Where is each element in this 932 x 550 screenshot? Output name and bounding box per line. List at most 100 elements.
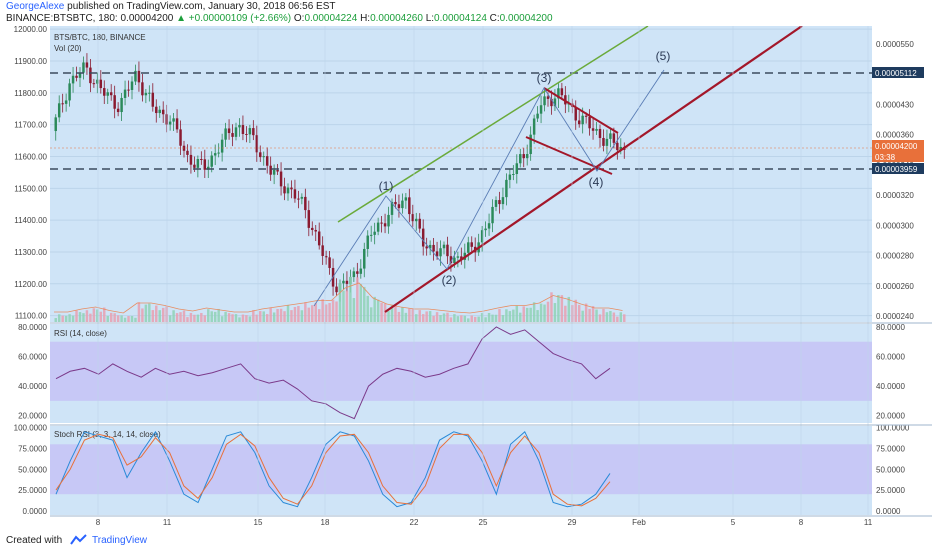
- candle-body: [449, 256, 453, 263]
- candle-body: [224, 128, 227, 140]
- right-tick-label: 0.0000360: [876, 131, 914, 140]
- candle-body: [453, 257, 456, 263]
- volume-bar: [536, 310, 539, 322]
- candle-body: [179, 129, 182, 146]
- volume-bar: [435, 312, 439, 322]
- high-label: H:: [360, 13, 371, 24]
- price-pane[interactable]: 12000.00 11900.00 11800.00 11700.00 11600.00…: [14, 26, 924, 322]
- rsi-tick-right: 60.0000: [876, 353, 905, 362]
- volume-bar: [349, 276, 352, 322]
- rsi-tick-right: 20.0000: [876, 412, 905, 421]
- candle-body: [491, 206, 494, 224]
- candle-body: [408, 197, 411, 215]
- candle-body: [553, 98, 557, 107]
- candle-body: [380, 222, 383, 224]
- volume-bar: [241, 314, 245, 322]
- candle-body: [501, 197, 505, 205]
- rsi-tick-right: 80.0000: [876, 323, 905, 332]
- volume-bar: [525, 307, 529, 322]
- volume-bar: [595, 309, 598, 322]
- volume-bar: [609, 310, 612, 322]
- candle-body: [577, 120, 581, 125]
- volume-ma-line: [54, 282, 623, 314]
- volume-bar: [421, 314, 425, 322]
- candle-body: [432, 244, 435, 252]
- volume-bar: [279, 308, 283, 322]
- candle-body: [130, 81, 134, 90]
- volume-bar: [553, 303, 557, 322]
- rsi-pane[interactable]: 80.0000 60.0000 40.0000 20.0000 80.0000 60.00…: [18, 323, 905, 423]
- candle-body: [304, 196, 307, 211]
- volume-bar: [120, 315, 123, 322]
- volume-bar: [574, 299, 577, 322]
- candle-body: [536, 113, 539, 119]
- left-tick-label: 11200.00: [14, 280, 47, 289]
- volume-bar: [213, 311, 217, 322]
- volume-bar: [82, 313, 85, 322]
- candle-body: [390, 201, 394, 215]
- tradingview-brand-link[interactable]: TradingView: [92, 535, 148, 546]
- volume-bar: [269, 307, 272, 322]
- candle-body: [335, 286, 338, 293]
- candle-body: [619, 146, 623, 151]
- volume-bar: [130, 315, 134, 322]
- wave-label: (1): [379, 179, 394, 193]
- candle-body: [324, 255, 328, 258]
- candle-body: [515, 163, 519, 175]
- rsi-tick-left: 80.0000: [18, 323, 47, 332]
- publish-line: GeorgeAlexe published on TradingView.com…: [6, 1, 335, 13]
- volume-bar: [338, 283, 342, 322]
- volume-bar: [359, 284, 363, 322]
- volume-bar: [61, 315, 64, 322]
- candle-body: [168, 121, 172, 125]
- price-label-bg: [872, 140, 924, 151]
- volume-bar: [560, 295, 564, 322]
- candle-body: [109, 92, 113, 96]
- volume-bar: [203, 315, 207, 322]
- candle-body: [543, 96, 546, 106]
- candle-body: [314, 229, 317, 232]
- candle-body: [369, 234, 373, 236]
- candle-body: [248, 128, 252, 135]
- candle-body: [57, 103, 61, 118]
- chart-area[interactable]: 12000.00 11900.00 11800.00 11700.00 11600.00…: [0, 26, 932, 529]
- candle-body: [134, 70, 137, 82]
- candle-body: [602, 137, 605, 146]
- volume-bar: [363, 286, 366, 322]
- candle-body: [175, 118, 179, 130]
- volume-bar: [127, 316, 130, 322]
- volume-bar: [151, 310, 155, 322]
- candle-body: [373, 231, 376, 235]
- last-price: 0.00004200: [120, 13, 174, 24]
- volume-bar: [480, 313, 484, 322]
- candle-body: [560, 88, 564, 96]
- candle-body: [113, 95, 116, 109]
- stoch-tick-right: 75.0000: [876, 444, 905, 453]
- candle-body: [82, 62, 85, 73]
- volume-bar: [470, 315, 473, 322]
- volume-bar: [189, 312, 193, 322]
- candle-body: [605, 138, 609, 146]
- volume-bar: [317, 309, 321, 322]
- candle-body: [158, 109, 161, 114]
- stoch-tick-left: 50.0000: [18, 465, 47, 474]
- flag-lower-line: [525, 136, 613, 175]
- rsi-title: RSI (14, close): [54, 329, 107, 338]
- candle-body: [442, 244, 446, 249]
- candle-body: [141, 82, 144, 96]
- volume-bar: [612, 312, 616, 322]
- candle-body: [297, 198, 300, 200]
- volume-bar: [387, 311, 390, 322]
- volume-bar: [193, 314, 196, 322]
- time-axis[interactable]: 8 11 15 18 22 25 29 Feb 5 8 11: [50, 26, 932, 527]
- candle-body: [616, 142, 619, 151]
- volume-bar: [311, 305, 314, 322]
- stoch-rsi-pane[interactable]: 100.0000 75.0000 50.0000 25.0000 0.0000 100.0…: [14, 424, 910, 516]
- author-link[interactable]: GeorgeAlexe: [6, 1, 65, 12]
- volume-bar: [64, 315, 68, 322]
- right-tick-label: 0.0000280: [876, 252, 914, 261]
- volume-bar: [207, 309, 210, 322]
- volume-bar: [567, 296, 571, 322]
- footer: Created with TradingView: [0, 529, 932, 550]
- volume-bar: [217, 308, 220, 322]
